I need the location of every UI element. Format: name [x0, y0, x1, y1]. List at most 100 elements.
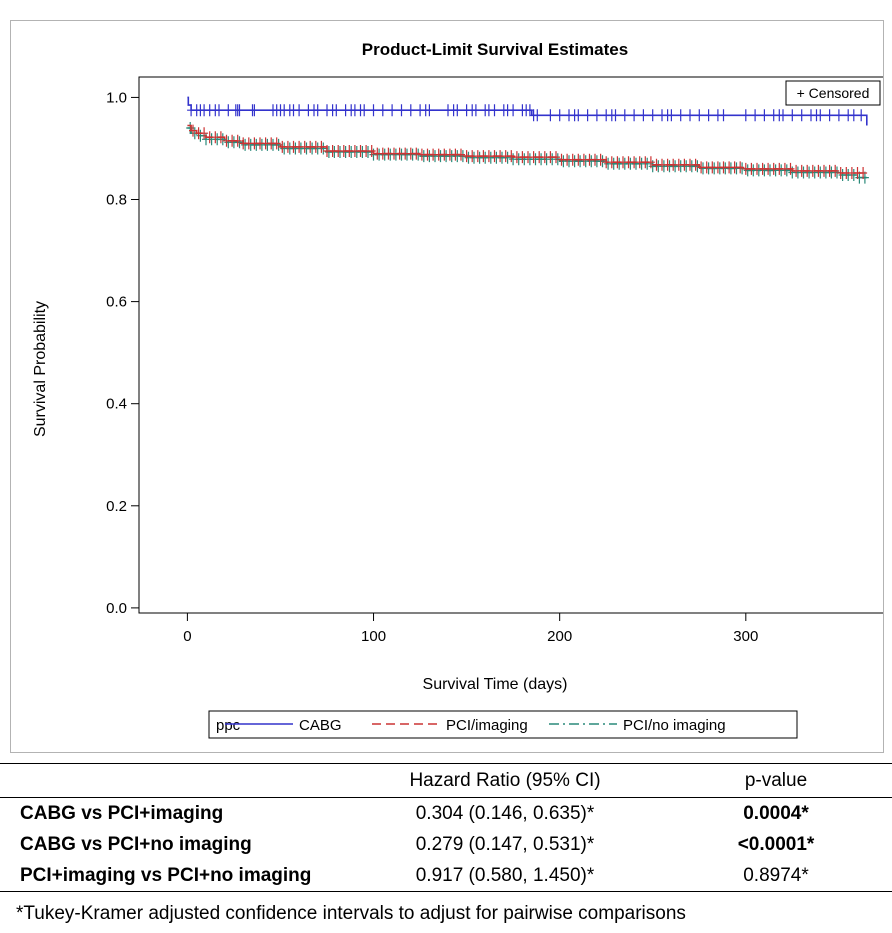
censor-mark-cabg — [490, 104, 499, 117]
table-header-row: Hazard Ratio (95% CI) p-value — [0, 763, 892, 798]
censor-mark-cabg — [788, 109, 797, 122]
censor-mark-cabg — [686, 109, 694, 122]
censor-mark-cabg — [620, 109, 629, 122]
censor-mark-cabg — [471, 104, 480, 117]
hazard-ratio-table-wrap: Hazard Ratio (95% CI) p-value CABG vs PC… — [0, 763, 892, 892]
censor-mark-cabg — [676, 109, 685, 122]
censor-mark-cabg — [825, 109, 834, 122]
censor-mark-cabg — [250, 104, 259, 117]
censor-mark-cabg — [509, 104, 518, 117]
censor-mark-pci-imaging — [691, 158, 700, 171]
censor-mark-cabg — [295, 104, 304, 117]
legend: ppc CABG PCI/imaging PCI/no imaging — [208, 710, 798, 739]
censor-mark-cabg — [555, 109, 564, 122]
y-tick-label: 0.2 — [106, 498, 127, 515]
censor-mark-pci-imaging — [736, 161, 745, 174]
censor-mark-pci-imaging — [189, 124, 197, 137]
censor-mark-pci-imaging — [646, 156, 655, 169]
y-tick-label: 0.8 — [106, 192, 127, 209]
legend-label-pci-no-imaging: PCI/no imaging — [623, 717, 726, 734]
censor-mark-cabg — [369, 104, 378, 117]
x-tick-label: 300 — [733, 628, 758, 645]
censor-mark-pci-imaging — [859, 167, 868, 179]
table-row: PCI+imaging vs PCI+no imaging 0.917 (0.5… — [0, 860, 892, 892]
censor-mark-cabg — [667, 109, 676, 122]
y-axis: 0.0 0.2 0.4 0.6 0.8 1.0 — [106, 89, 139, 617]
legend-box — [208, 710, 798, 739]
x-axis: 0 100 200 300 — [183, 613, 758, 645]
censor-mark-pci-no-imaging — [503, 151, 512, 164]
legend-label-pci-imaging: PCI/imaging — [446, 717, 528, 734]
censor-mark-cabg — [704, 109, 713, 122]
censor-mark-pci-no-imaging — [235, 136, 244, 149]
censor-mark-cabg — [425, 104, 434, 117]
censor-mark-cabg — [397, 104, 406, 117]
table-header-empty — [0, 763, 350, 798]
y-tick-label: 0.6 — [106, 294, 127, 311]
censored-legend-label: + Censored — [797, 85, 870, 101]
figure-frame: Product-Limit Survival Estimates 0.0 0.2 0… — [10, 20, 884, 753]
table-header-hazard-ratio: Hazard Ratio (95% CI) — [350, 763, 660, 798]
x-tick-label: 0 — [183, 628, 191, 645]
chart-title: Product-Limit Survival Estimates — [362, 40, 628, 59]
censor-mark-pci-imaging — [367, 145, 376, 157]
censor-mark-pci-no-imaging — [364, 146, 372, 158]
table-row: CABG vs PCI+imaging 0.304 (0.146, 0.635)… — [0, 798, 892, 830]
censor-mark-cabg — [592, 109, 601, 122]
censor-mark-cabg — [760, 109, 769, 122]
censor-mark-cabg — [406, 104, 415, 117]
censor-mark-cabg — [583, 109, 592, 122]
censor-mark-pci-imaging — [552, 151, 560, 164]
censor-mark-cabg — [215, 104, 223, 117]
censor-mark-cabg — [360, 104, 369, 117]
censor-mark-pci-imaging — [457, 148, 465, 161]
censor-mark-pci-imaging — [233, 134, 242, 147]
censor-mark-pci-imaging — [200, 127, 209, 140]
table-header-p-value: p-value — [660, 763, 892, 798]
censored-legend: + Censored — [785, 80, 881, 106]
censor-mark-cabg — [525, 104, 534, 117]
hazard-ratio-cell: 0.917 (0.580, 1.450)* — [350, 860, 660, 892]
footnote: *Tukey-Kramer adjusted confidence interv… — [16, 903, 686, 924]
censor-mark-pci-imaging — [507, 150, 516, 163]
censor-mark-cabg — [533, 109, 542, 122]
hazard-ratio-cell: 0.279 (0.147, 0.531)* — [415, 834, 595, 855]
censor-mark-cabg — [834, 109, 843, 122]
hazard-ratio-table: Hazard Ratio (95% CI) p-value CABG vs PC… — [0, 763, 892, 892]
censor-mark-pci-no-imaging — [218, 133, 227, 146]
censor-mark-pci-imaging — [596, 153, 605, 166]
row-label: CABG vs PCI+imaging — [20, 803, 224, 824]
x-tick-label: 200 — [547, 628, 572, 645]
censor-mark-cabg — [857, 109, 866, 122]
p-value-cell: 0.8974* — [660, 860, 892, 892]
x-tick-label: 100 — [361, 628, 386, 645]
censored-legend-box — [785, 80, 881, 106]
censor-mark-cabg — [630, 109, 639, 122]
censor-mark-cabg — [378, 104, 387, 117]
censor-mark-pci-imaging — [786, 162, 795, 175]
censor-mark-cabg — [313, 104, 322, 117]
censor-mark-cabg — [849, 109, 858, 122]
table-row: CABG vs PCI+no imaging 0.279 (0.147, 0.5… — [0, 829, 892, 860]
row-label: PCI+imaging vs PCI+no imaging — [0, 860, 350, 892]
censor-mark-pci-no-imaging — [196, 129, 205, 142]
censor-mark-cabg — [639, 109, 648, 122]
hazard-ratio-cell: 0.304 (0.146, 0.635)* — [415, 803, 595, 824]
censor-mark-cabg — [797, 109, 806, 122]
censor-mark-cabg — [235, 104, 244, 117]
censor-mark-cabg — [546, 109, 555, 122]
censor-mark-pci-imaging — [272, 137, 281, 150]
censor-mark-cabg — [719, 109, 728, 122]
censor-mark-cabg — [611, 109, 620, 122]
censor-mark-cabg — [779, 109, 787, 122]
censor-mark-cabg — [388, 104, 397, 117]
censor-mark-pci-imaging — [216, 131, 225, 144]
censor-mark-cabg — [816, 109, 825, 122]
row-label: CABG vs PCI+no imaging — [20, 834, 252, 855]
censor-mark-pci-no-imaging — [319, 142, 328, 155]
legend-label-cabg: CABG — [299, 717, 342, 734]
censor-mark-pci-imaging — [831, 164, 840, 177]
censor-mark-cabg — [224, 104, 233, 117]
censor-mark-cabg — [453, 104, 462, 117]
x-axis-label: Survival Time (days) — [423, 676, 568, 693]
